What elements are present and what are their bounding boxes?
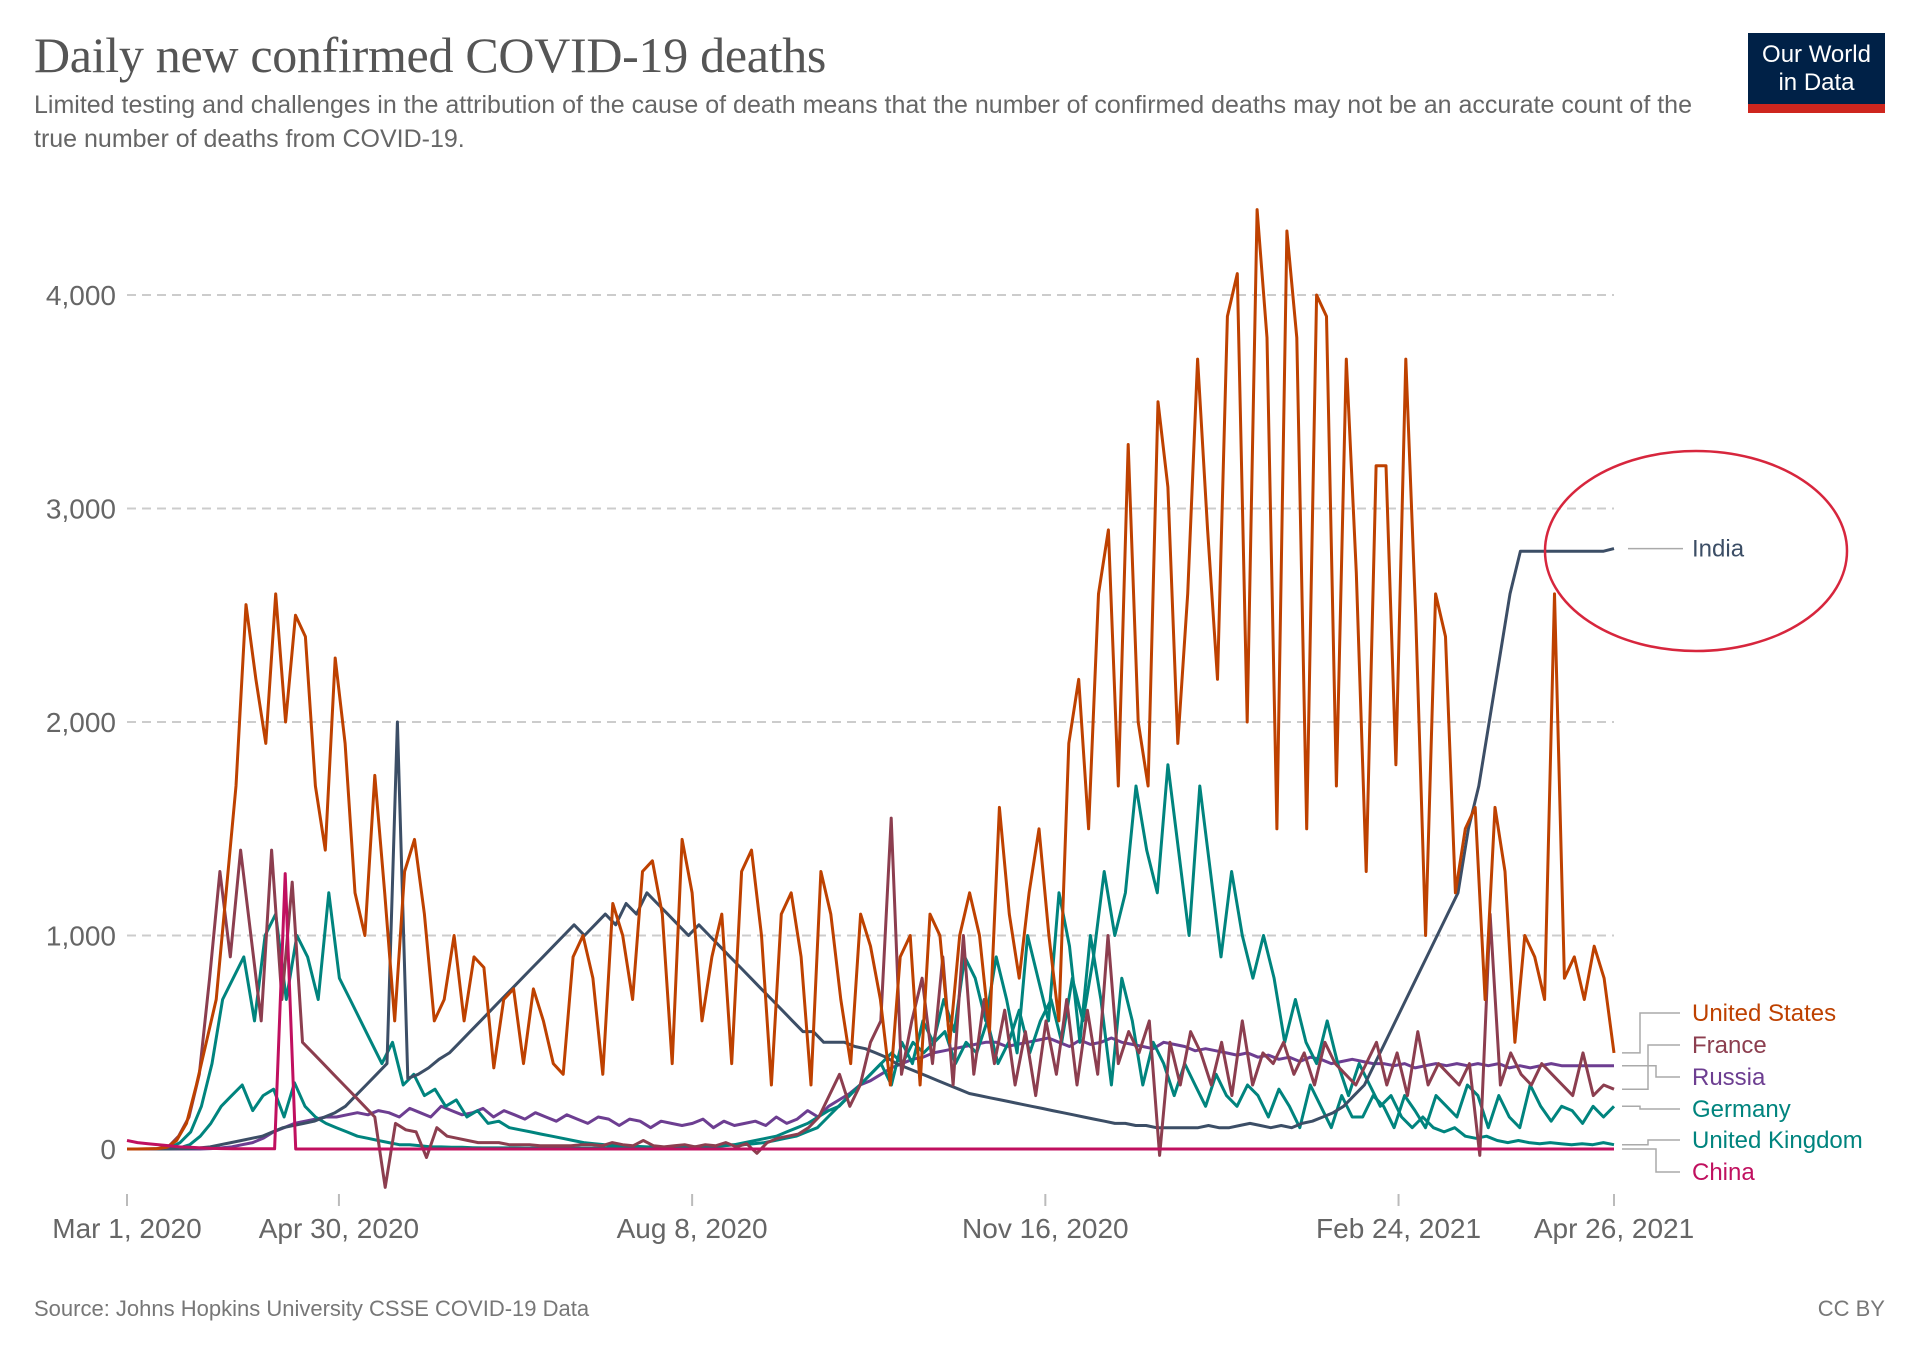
y-tick-label: 1,000: [46, 921, 116, 952]
x-tick-label: Mar 1, 2020: [52, 1213, 201, 1244]
legend-connector: [1622, 1012, 1680, 1054]
legend-label-germany[interactable]: Germany: [1692, 1096, 1791, 1123]
y-tick-label: 3,000: [46, 494, 116, 525]
series-line-france[interactable]: [127, 816, 1615, 1189]
source-note[interactable]: Source: Johns Hopkins University CSSE CO…: [34, 1296, 590, 1321]
chart-title: Daily new confirmed COVID-19 deaths: [34, 27, 827, 83]
legend-connector: [1622, 1105, 1680, 1110]
legend-label-united-kingdom[interactable]: United Kingdom: [1692, 1127, 1863, 1154]
series-line-india[interactable]: [127, 547, 1615, 1151]
logo-line-2: in Data: [1778, 69, 1855, 96]
x-tick-label: Apr 26, 2021: [1534, 1213, 1694, 1244]
our-world-in-data-logo[interactable]: Our World in Data: [1748, 33, 1885, 113]
logo-line-1: Our World: [1762, 41, 1871, 68]
y-tick-label: 4,000: [46, 280, 116, 311]
x-tick-label: Nov 16, 2020: [962, 1213, 1129, 1244]
annotation: India: [1543, 449, 1849, 653]
legend-label-india[interactable]: India: [1692, 536, 1745, 563]
y-axis-ticks: 0 1,000 2,000 3,000 4,000: [46, 280, 116, 1165]
x-tick-label: Aug 8, 2020: [617, 1213, 768, 1244]
x-tick-label: Apr 30, 2020: [259, 1213, 419, 1244]
series-line-germany[interactable]: [127, 891, 1616, 1151]
series-line-united-states[interactable]: [127, 208, 1616, 1151]
logo-accent-bar: [1748, 104, 1885, 113]
series-line-united-kingdom[interactable]: [127, 763, 1615, 1151]
legend-label-united-states[interactable]: United States: [1692, 1000, 1836, 1027]
series-line-china[interactable]: [126, 872, 1614, 1151]
gridlines: [127, 294, 1614, 937]
legend-label-china[interactable]: China: [1692, 1159, 1755, 1186]
legend-connector: [1622, 1148, 1680, 1173]
legend-label-russia[interactable]: Russia: [1692, 1064, 1766, 1091]
chart-subtitle: Limited testing and challenges in the at…: [34, 91, 1692, 153]
license-link[interactable]: CC BY: [1817, 1296, 1885, 1321]
x-axis-ticks: Mar 1, 2020 Apr 30, 2020 Aug 8, 2020 Nov 16…: [52, 1194, 1694, 1244]
x-tick-label: Feb 24, 2021: [1316, 1213, 1481, 1244]
highlight-ellipse: [1543, 449, 1849, 653]
y-tick-label: 2,000: [46, 707, 116, 738]
y-tick-label: 0: [100, 1134, 116, 1165]
legend-connector: [1622, 1044, 1680, 1090]
legend-connector: [1622, 1139, 1680, 1146]
legend-label-france[interactable]: France: [1692, 1032, 1767, 1059]
legend: United States France Russia Germany United K…: [1622, 1000, 1863, 1186]
series-lines: [126, 208, 1616, 1189]
legend-connector: [1622, 1064, 1680, 1078]
